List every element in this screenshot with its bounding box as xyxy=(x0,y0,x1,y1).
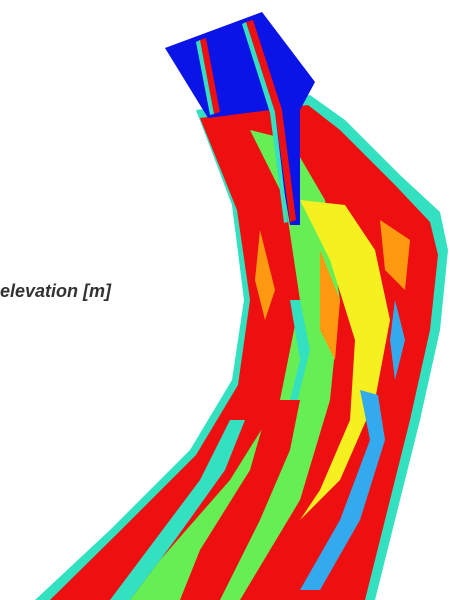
page: elevation [m] (() => { const data = JSON… xyxy=(0,0,450,600)
legend-label: elevation [m] xyxy=(0,281,111,302)
